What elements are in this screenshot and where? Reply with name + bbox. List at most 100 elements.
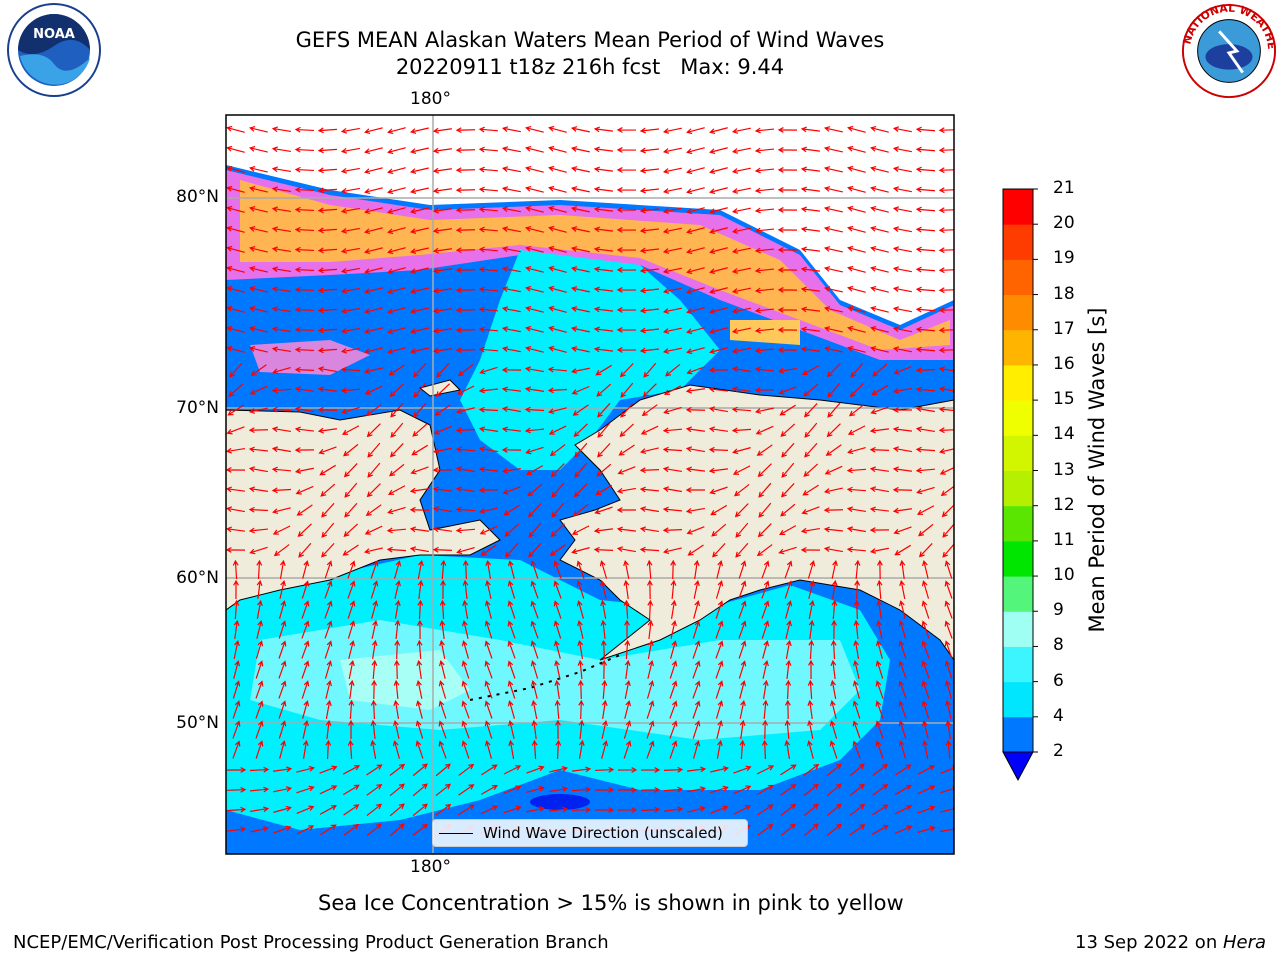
wave-direction-arrow [226,426,245,435]
wave-direction-arrow [846,467,867,474]
wave-direction-arrow [507,640,516,659]
wave-direction-arrow [616,287,637,293]
wave-direction-arrow [364,227,383,235]
wave-direction-arrow [709,247,728,255]
wave-direction-arrow [319,785,338,795]
wave-direction-arrow [761,620,770,639]
wave-direction-arrow [662,427,683,434]
credit-left: NCEP/EMC/Verification Post Processing Pr… [13,932,609,953]
wave-direction-arrow [415,720,424,739]
wave-direction-arrow [757,523,772,538]
wave-direction-arrow [777,147,798,153]
wave-direction-arrow [226,145,245,153]
wave-direction-arrow [573,423,588,438]
wave-direction-arrow [757,463,772,478]
wave-direction-arrow [800,546,821,553]
wave-direction-arrow [250,806,270,813]
colorbar-segment [1003,540,1033,577]
wave-direction-arrow [600,619,607,640]
wave-direction-arrow [686,327,705,335]
colorbar-tick-label: 15 [1053,389,1075,410]
wave-direction-arrow [921,700,930,719]
wave-direction-arrow [462,599,469,619]
arrow-legend: Wind Wave Direction (unscaled) [432,819,748,847]
wave-direction-arrow [574,462,588,478]
wave-direction-arrow [393,679,400,700]
wave-direction-arrow [317,167,338,174]
wave-direction-arrow [478,406,499,413]
wave-direction-arrow [686,307,705,315]
wave-direction-arrow [413,402,427,418]
wave-direction-arrow [484,660,493,679]
wave-direction-arrow [503,765,522,775]
wave-direction-arrow [731,187,751,194]
wave-direction-arrow [485,559,492,579]
wave-direction-arrow [531,739,538,760]
wave-direction-arrow [249,326,268,333]
wave-direction-arrow [478,186,499,193]
wave-direction-arrow [456,385,475,395]
wave-direction-arrow [278,620,287,639]
wave-direction-arrow [410,327,429,334]
wave-direction-arrow [417,559,424,579]
colorbar-tick-label: 19 [1053,248,1075,269]
wave-direction-arrow [777,167,798,173]
wave-direction-arrow [827,382,841,398]
wave-direction-arrow [639,506,659,513]
wave-direction-arrow [433,425,452,435]
wave-direction-arrow [800,326,821,333]
wave-direction-arrow [616,347,637,353]
wave-direction-arrow [692,680,701,699]
wave-direction-arrow [226,125,245,133]
wave-direction-arrow [869,547,889,554]
wave-direction-arrow [944,560,953,579]
wave-direction-arrow [256,579,263,600]
wave-direction-arrow [389,823,405,837]
wave-direction-arrow [664,806,684,813]
wave-direction-arrow [802,365,820,376]
wave-direction-arrow [731,327,751,334]
wave-direction-arrow [646,559,653,580]
wave-direction-arrow [370,719,377,740]
wave-direction-arrow [915,446,936,453]
wave-direction-arrow [780,803,797,816]
wave-direction-arrow [938,167,954,174]
wave-direction-arrow [624,659,631,679]
wave-direction-arrow [232,559,239,580]
wave-direction-arrow [734,503,749,518]
wave-direction-arrow [692,740,701,759]
wave-direction-arrow [715,620,724,639]
wave-direction-arrow [255,700,264,719]
wave-direction-arrow [945,719,952,739]
wave-direction-arrow [939,448,954,454]
wave-direction-arrow [501,166,521,173]
wave-direction-arrow [389,383,405,397]
wave-direction-arrow [255,640,264,659]
wave-direction-arrow [808,619,815,640]
wave-direction-arrow [325,680,332,699]
wave-direction-arrow [317,267,338,274]
wave-direction-arrow [823,526,844,533]
wave-direction-arrow [596,383,612,397]
wave-direction-arrow [577,659,584,680]
wave-direction-arrow [915,406,935,413]
wave-direction-arrow [663,385,682,395]
wave-direction-arrow [455,147,476,154]
wave-direction-arrow [754,167,775,174]
wave-direction-arrow [530,620,539,639]
wave-direction-arrow [412,783,428,797]
wave-direction-arrow [762,679,769,699]
wave-direction-arrow [731,307,751,314]
credit-date: 13 Sep 2022 on [1075,932,1223,953]
wave-direction-arrow [389,803,405,817]
wave-direction-arrow [455,327,476,334]
wave-direction-arrow [709,127,728,135]
wave-direction-arrow [507,680,516,699]
wave-direction-arrow [870,225,889,233]
wave-direction-arrow [662,307,682,314]
wave-direction-arrow [686,127,705,135]
wave-direction-arrow [847,205,866,213]
wave-direction-arrow [340,327,360,334]
wave-direction-arrow [366,423,381,438]
wave-direction-arrow [342,544,359,556]
